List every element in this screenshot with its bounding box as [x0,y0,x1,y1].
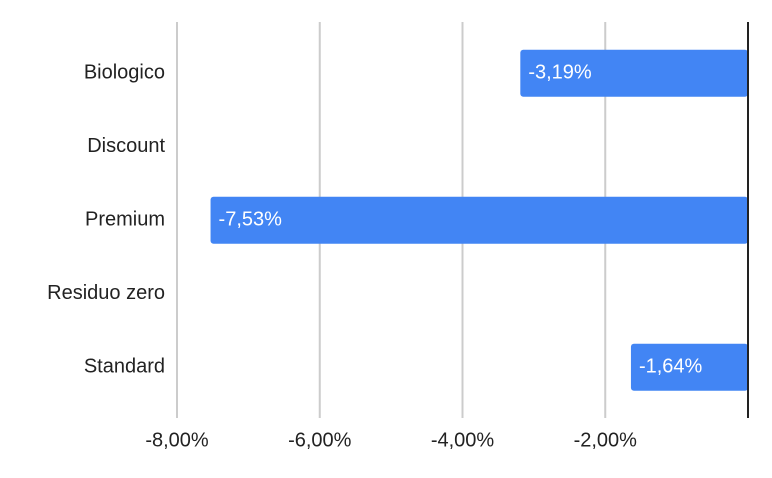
data-label: -7,53% [219,209,283,231]
x-tick-label: -4,00% [431,429,495,451]
data-label: -3,19% [528,62,592,84]
y-tick-label: Discount [87,135,165,157]
y-tick-label: Biologico [84,62,165,84]
y-tick-label: Standard [84,356,165,378]
bar [630,343,748,391]
bar [520,49,748,97]
y-tick-label: Residuo zero [47,282,165,304]
x-tick-label: -2,00% [574,429,638,451]
bar [210,196,748,244]
data-label: -1,64% [639,356,703,378]
x-tick-label: -8,00% [145,429,209,451]
y-tick-label: Premium [85,209,165,231]
x-tick-label: -6,00% [288,429,352,451]
